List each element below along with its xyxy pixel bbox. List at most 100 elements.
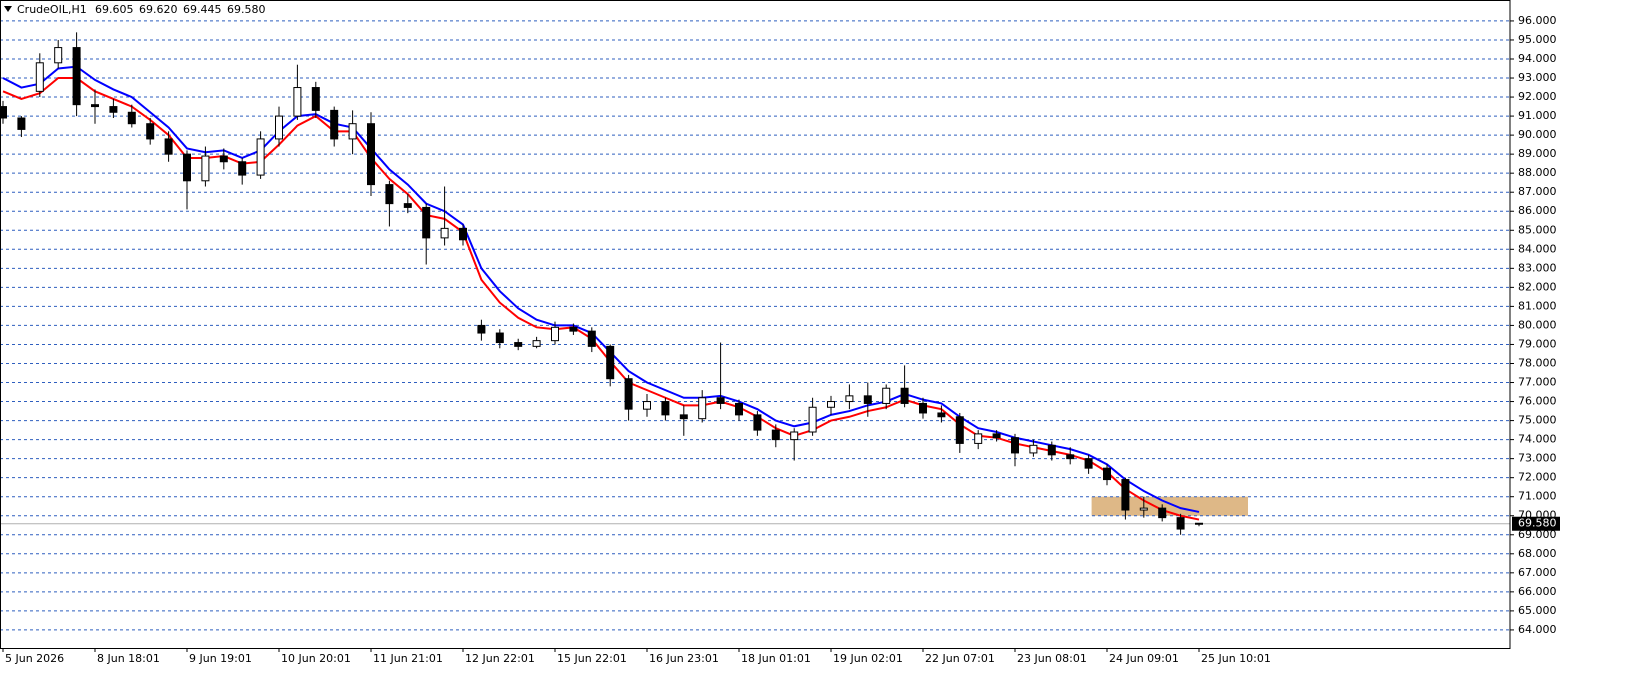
candle-body <box>1084 458 1093 469</box>
candle-body <box>698 397 707 420</box>
candle-body <box>127 111 136 125</box>
y-tick-label: 92.000 <box>1518 90 1557 103</box>
candle-body <box>661 401 670 416</box>
y-tick-label: 72.000 <box>1518 471 1557 484</box>
y-tick-label: 90.000 <box>1518 128 1557 141</box>
ohlc-label: 69.605 <box>95 3 134 16</box>
x-tick-label: 5 Jun 2026 <box>5 652 64 665</box>
candle-body <box>606 345 615 380</box>
candle-body <box>1011 437 1019 454</box>
candle-body <box>311 87 320 111</box>
candle-body <box>845 395 854 403</box>
candle-body <box>422 206 431 239</box>
y-tick-label: 89.000 <box>1518 147 1557 160</box>
candle-body <box>495 332 504 344</box>
candle-body <box>440 227 449 239</box>
x-tick-label: 12 Jun 22:01 <box>465 652 535 665</box>
menu-triangle[interactable] <box>4 6 12 12</box>
candle-body <box>183 153 191 182</box>
y-tick-label: 91.000 <box>1518 109 1557 122</box>
x-tick-label: 16 Jun 23:01 <box>649 652 719 665</box>
candle-body <box>1047 444 1056 456</box>
candle-body <box>863 395 872 404</box>
x-tick-label: 23 Jun 08:01 <box>1017 652 1087 665</box>
y-tick-label: 71.000 <box>1518 490 1557 503</box>
last-price-box <box>1512 516 1560 531</box>
candle-body <box>146 123 155 140</box>
x-tick-label: 15 Jun 22:01 <box>557 652 627 665</box>
candle-body <box>827 401 835 408</box>
y-tick-label: 83.000 <box>1518 261 1557 274</box>
candle-body <box>790 431 799 441</box>
plot-frame <box>0 0 1511 649</box>
y-tick-label: 77.000 <box>1518 376 1557 389</box>
candle-body <box>275 115 283 140</box>
candle-body <box>477 324 486 334</box>
candle-body <box>219 155 228 163</box>
x-tick-label: 11 Jun 21:01 <box>373 652 443 665</box>
y-tick-label: 80.000 <box>1518 318 1557 331</box>
last-price-label: 69.580 <box>1518 517 1557 530</box>
y-tick-label: 79.000 <box>1518 337 1557 350</box>
y-tick-label: 94.000 <box>1518 52 1557 65</box>
price-zone <box>1091 496 1248 516</box>
candle-body <box>753 414 762 431</box>
candle-body <box>624 378 633 410</box>
candle-body <box>1176 517 1185 530</box>
candle-body <box>385 184 394 205</box>
y-tick-label: 85.000 <box>1518 223 1557 236</box>
candle-body <box>992 433 1001 439</box>
candle-body <box>91 104 99 108</box>
y-tick-label: 69.000 <box>1518 528 1557 541</box>
candle-body <box>900 387 909 404</box>
candle-body <box>35 62 44 92</box>
candle-body <box>0 106 7 119</box>
y-tick-label: 67.000 <box>1518 566 1557 579</box>
candle-body <box>514 342 523 347</box>
candle-body <box>330 109 339 140</box>
candle-body <box>164 138 173 155</box>
y-tick-label: 64.000 <box>1518 623 1557 636</box>
candle-body <box>238 161 247 176</box>
candle-body <box>551 326 559 342</box>
y-tick-label: 86.000 <box>1518 204 1557 217</box>
chart-title: CrudeOIL,H1 <box>17 3 87 16</box>
ohlc-label: 69.445 <box>183 3 222 16</box>
candle-body <box>256 138 265 176</box>
candle-body <box>569 326 578 332</box>
y-tick-label: 66.000 <box>1518 585 1557 598</box>
y-tick-label: 76.000 <box>1518 395 1557 408</box>
candle-body <box>1195 522 1203 525</box>
ohlc-label: 69.580 <box>227 3 266 16</box>
ohlc-label: 69.620 <box>139 3 178 16</box>
y-tick-label: 82.000 <box>1518 280 1557 293</box>
x-tick-label: 22 Jun 07:01 <box>925 652 995 665</box>
y-tick-label: 88.000 <box>1518 166 1557 179</box>
candle-body <box>459 227 467 241</box>
candle-body <box>1029 444 1038 454</box>
candle-body <box>882 387 891 404</box>
moving-average <box>2 65 1200 513</box>
candle-body <box>17 117 26 130</box>
y-tick-label: 75.000 <box>1518 414 1557 427</box>
candle-body <box>716 397 725 404</box>
candle-body <box>919 402 927 414</box>
candle-body <box>293 87 302 117</box>
candle-body <box>54 47 63 64</box>
candle-body <box>348 123 357 140</box>
candle-body <box>955 416 964 444</box>
y-tick-label: 74.000 <box>1518 433 1557 446</box>
x-tick-label: 19 Jun 02:01 <box>833 652 903 665</box>
x-tick-label: 8 Jun 18:01 <box>97 652 160 665</box>
y-tick-label: 84.000 <box>1518 242 1557 255</box>
y-tick-label: 78.000 <box>1518 356 1557 369</box>
y-tick-label: 65.000 <box>1518 604 1557 617</box>
x-tick-label: 18 Jun 01:01 <box>741 652 811 665</box>
candle-body <box>1139 507 1148 511</box>
y-tick-label: 96.000 <box>1518 14 1557 27</box>
candle-body <box>1103 467 1111 481</box>
x-tick-label: 24 Jun 09:01 <box>1109 652 1179 665</box>
candle-body <box>1158 507 1167 519</box>
candle-body <box>72 47 81 106</box>
